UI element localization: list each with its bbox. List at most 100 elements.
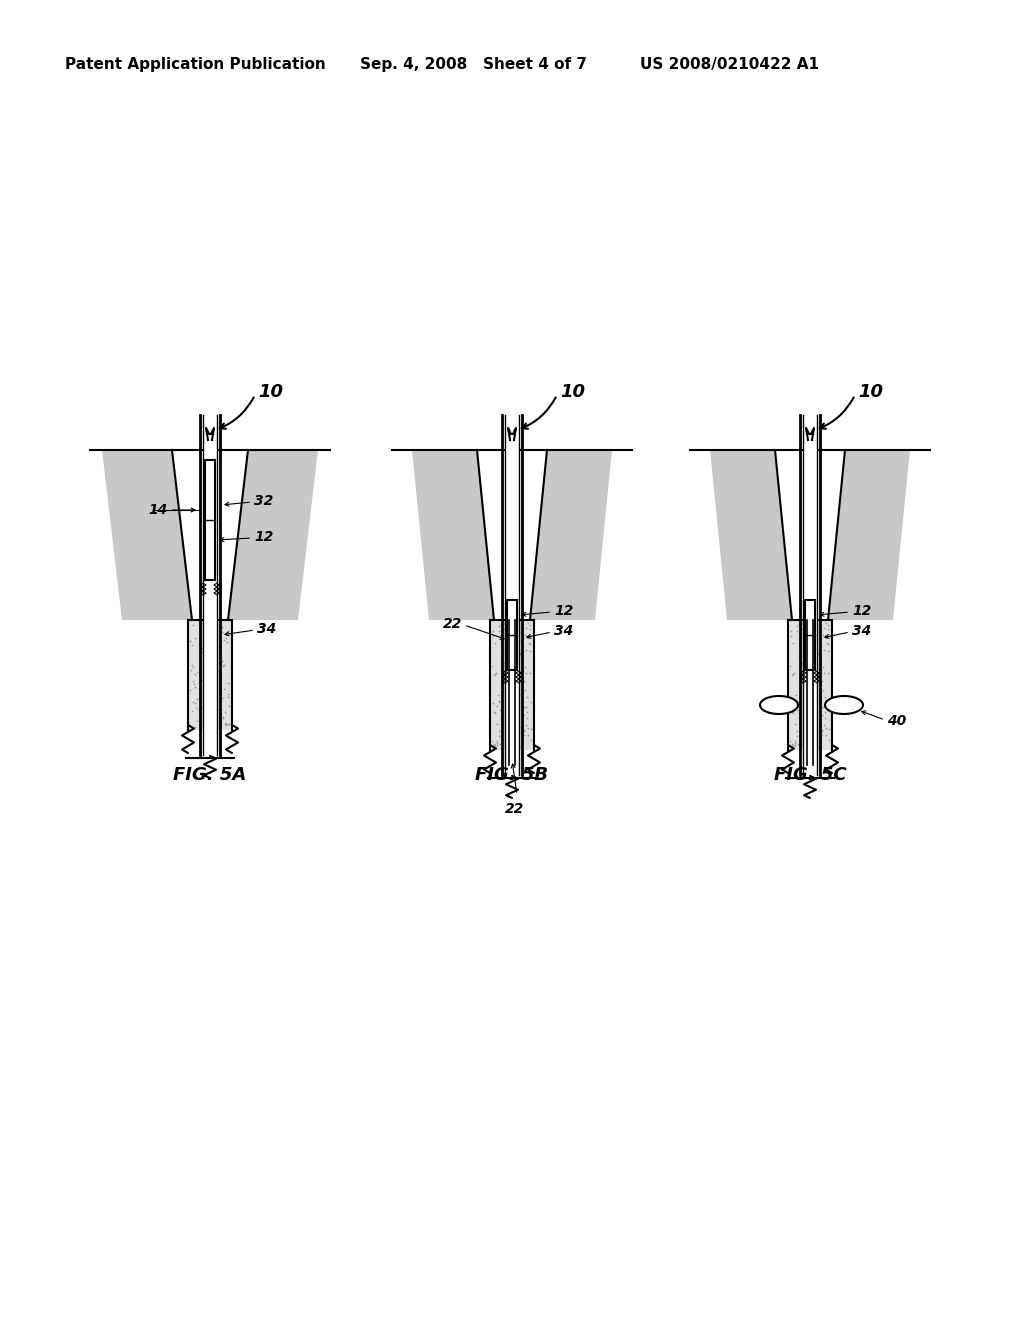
Point bbox=[801, 684, 817, 705]
Point bbox=[490, 615, 507, 636]
Point bbox=[796, 725, 812, 746]
Point bbox=[519, 708, 536, 729]
Point bbox=[212, 645, 228, 667]
Point bbox=[213, 700, 229, 721]
Point bbox=[502, 624, 518, 645]
Text: 22: 22 bbox=[506, 803, 524, 816]
Point bbox=[808, 624, 824, 645]
Bar bbox=[505, 414, 519, 775]
Point bbox=[516, 696, 532, 717]
Point bbox=[809, 684, 825, 705]
Point bbox=[497, 612, 513, 634]
Point bbox=[806, 643, 822, 664]
Point bbox=[521, 634, 538, 655]
Point bbox=[211, 653, 227, 675]
Point bbox=[183, 659, 200, 680]
Point bbox=[522, 640, 539, 661]
Point bbox=[514, 702, 530, 723]
Point bbox=[199, 710, 215, 731]
Point bbox=[801, 623, 817, 644]
Point bbox=[499, 729, 515, 750]
Point bbox=[218, 715, 234, 737]
Bar bbox=[805, 601, 815, 671]
Point bbox=[203, 647, 219, 668]
Point bbox=[211, 688, 227, 709]
Point bbox=[510, 616, 526, 638]
Point bbox=[516, 725, 532, 746]
Point bbox=[807, 675, 823, 696]
Point bbox=[208, 690, 224, 711]
Text: 40: 40 bbox=[887, 714, 906, 729]
Point bbox=[515, 659, 531, 680]
Point bbox=[821, 692, 838, 713]
Point bbox=[501, 624, 517, 645]
Point bbox=[819, 632, 836, 653]
Point bbox=[800, 737, 816, 758]
Point bbox=[187, 628, 204, 649]
Point bbox=[793, 672, 809, 693]
Point bbox=[502, 737, 518, 758]
Point bbox=[819, 615, 836, 636]
Point bbox=[800, 635, 816, 656]
Point bbox=[797, 729, 813, 750]
Point bbox=[495, 673, 511, 694]
Point bbox=[521, 632, 538, 653]
Point bbox=[786, 694, 803, 715]
Point bbox=[806, 648, 822, 669]
Point bbox=[787, 684, 804, 705]
Point bbox=[783, 626, 800, 647]
Point bbox=[508, 648, 524, 669]
Point bbox=[486, 632, 503, 653]
Point bbox=[811, 737, 827, 758]
Point bbox=[507, 697, 523, 718]
Point bbox=[215, 655, 231, 676]
Point bbox=[520, 723, 537, 744]
Point bbox=[498, 698, 514, 719]
Point bbox=[516, 705, 532, 726]
Point bbox=[206, 630, 222, 651]
Point bbox=[787, 734, 804, 755]
Polygon shape bbox=[760, 696, 798, 714]
Point bbox=[213, 653, 229, 675]
Point bbox=[809, 661, 825, 682]
Point bbox=[206, 680, 222, 701]
Point bbox=[784, 734, 801, 755]
Point bbox=[821, 730, 838, 751]
Point bbox=[817, 708, 834, 729]
Point bbox=[799, 624, 815, 645]
Point bbox=[219, 620, 236, 642]
Point bbox=[484, 656, 501, 677]
Point bbox=[791, 645, 807, 667]
Point bbox=[210, 698, 226, 719]
Point bbox=[182, 680, 199, 701]
Point bbox=[813, 627, 829, 648]
Bar bbox=[205, 459, 215, 579]
Point bbox=[215, 656, 231, 677]
Point bbox=[814, 696, 830, 717]
Point bbox=[494, 655, 510, 676]
Point bbox=[787, 731, 804, 752]
Point bbox=[508, 667, 524, 688]
Point bbox=[507, 690, 523, 711]
Point bbox=[808, 693, 824, 714]
Point bbox=[784, 701, 801, 722]
Point bbox=[791, 708, 807, 729]
Point bbox=[204, 632, 220, 653]
Point bbox=[220, 714, 237, 735]
Point bbox=[790, 690, 806, 711]
Point bbox=[810, 644, 826, 665]
Point bbox=[187, 693, 204, 714]
Point bbox=[200, 626, 216, 647]
Polygon shape bbox=[412, 450, 494, 620]
Point bbox=[802, 652, 818, 673]
Point bbox=[801, 659, 817, 680]
Point bbox=[484, 620, 501, 642]
Point bbox=[813, 681, 829, 702]
Point bbox=[509, 675, 525, 696]
Point bbox=[817, 686, 834, 708]
Point bbox=[812, 624, 828, 645]
Point bbox=[804, 643, 820, 664]
Point bbox=[784, 702, 801, 723]
Point bbox=[506, 730, 522, 751]
Point bbox=[808, 723, 824, 744]
